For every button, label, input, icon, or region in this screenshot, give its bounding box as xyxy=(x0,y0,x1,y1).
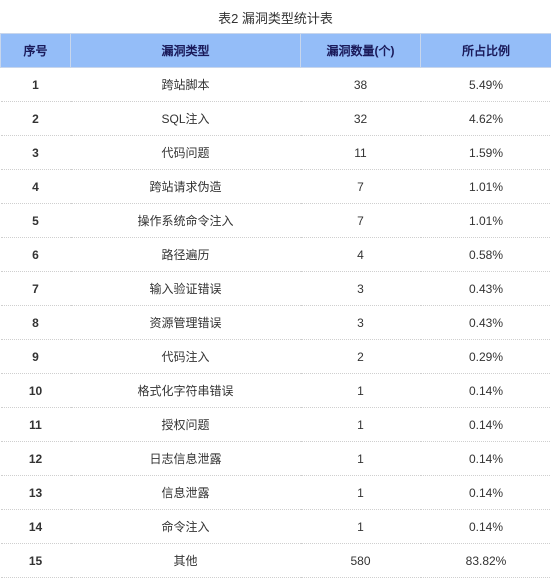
cell-ratio: 0.14% xyxy=(421,408,551,442)
cell-count: 1 xyxy=(301,408,421,442)
cell-ratio: 4.62% xyxy=(421,102,551,136)
table-row: 3代码问题111.59% xyxy=(1,136,551,170)
table-header-row: 序号 漏洞类型 漏洞数量(个) 所占比例 xyxy=(1,34,551,68)
table-row: 7输入验证错误30.43% xyxy=(1,272,551,306)
cell-type: 操作系统命令注入 xyxy=(71,204,301,238)
cell-ratio: 0.14% xyxy=(421,476,551,510)
table-row: 12日志信息泄露10.14% xyxy=(1,442,551,476)
cell-ratio: 1.01% xyxy=(421,204,551,238)
cell-type: 跨站请求伪造 xyxy=(71,170,301,204)
col-header-count: 漏洞数量(个) xyxy=(301,34,421,68)
cell-count: 1 xyxy=(301,476,421,510)
vuln-stats-table: 序号 漏洞类型 漏洞数量(个) 所占比例 1跨站脚本385.49%2SQL注入3… xyxy=(0,33,551,578)
table-row: 10格式化字符串错误10.14% xyxy=(1,374,551,408)
table-row: 15其他58083.82% xyxy=(1,544,551,578)
table-body: 1跨站脚本385.49%2SQL注入324.62%3代码问题111.59%4跨站… xyxy=(1,68,551,578)
cell-ratio: 1.01% xyxy=(421,170,551,204)
cell-type: 命令注入 xyxy=(71,510,301,544)
cell-index: 14 xyxy=(1,510,71,544)
cell-index: 15 xyxy=(1,544,71,578)
table-row: 11授权问题10.14% xyxy=(1,408,551,442)
table-row: 13信息泄露10.14% xyxy=(1,476,551,510)
col-header-type: 漏洞类型 xyxy=(71,34,301,68)
table-row: 1跨站脚本385.49% xyxy=(1,68,551,102)
cell-ratio: 0.14% xyxy=(421,510,551,544)
cell-type: 资源管理错误 xyxy=(71,306,301,340)
cell-count: 2 xyxy=(301,340,421,374)
cell-index: 9 xyxy=(1,340,71,374)
cell-type: 代码问题 xyxy=(71,136,301,170)
cell-count: 3 xyxy=(301,306,421,340)
table-row: 2SQL注入324.62% xyxy=(1,102,551,136)
cell-index: 12 xyxy=(1,442,71,476)
cell-index: 1 xyxy=(1,68,71,102)
cell-count: 580 xyxy=(301,544,421,578)
cell-count: 1 xyxy=(301,442,421,476)
cell-index: 3 xyxy=(1,136,71,170)
cell-count: 7 xyxy=(301,204,421,238)
table-row: 5操作系统命令注入71.01% xyxy=(1,204,551,238)
table-row: 4跨站请求伪造71.01% xyxy=(1,170,551,204)
cell-index: 8 xyxy=(1,306,71,340)
table-caption: 表2 漏洞类型统计表 xyxy=(0,0,551,33)
cell-type: 代码注入 xyxy=(71,340,301,374)
cell-type: 路径遍历 xyxy=(71,238,301,272)
table-row: 8资源管理错误30.43% xyxy=(1,306,551,340)
cell-ratio: 1.59% xyxy=(421,136,551,170)
cell-ratio: 0.43% xyxy=(421,306,551,340)
cell-ratio: 0.14% xyxy=(421,374,551,408)
cell-ratio: 5.49% xyxy=(421,68,551,102)
cell-ratio: 0.29% xyxy=(421,340,551,374)
cell-ratio: 83.82% xyxy=(421,544,551,578)
cell-type: 其他 xyxy=(71,544,301,578)
cell-ratio: 0.43% xyxy=(421,272,551,306)
cell-index: 13 xyxy=(1,476,71,510)
cell-ratio: 0.14% xyxy=(421,442,551,476)
cell-count: 1 xyxy=(301,510,421,544)
cell-index: 6 xyxy=(1,238,71,272)
cell-index: 5 xyxy=(1,204,71,238)
cell-type: SQL注入 xyxy=(71,102,301,136)
cell-count: 4 xyxy=(301,238,421,272)
cell-type: 跨站脚本 xyxy=(71,68,301,102)
cell-count: 32 xyxy=(301,102,421,136)
cell-type: 日志信息泄露 xyxy=(71,442,301,476)
cell-count: 1 xyxy=(301,374,421,408)
cell-ratio: 0.58% xyxy=(421,238,551,272)
table-row: 14命令注入10.14% xyxy=(1,510,551,544)
cell-type: 授权问题 xyxy=(71,408,301,442)
cell-index: 2 xyxy=(1,102,71,136)
cell-index: 10 xyxy=(1,374,71,408)
cell-count: 7 xyxy=(301,170,421,204)
cell-index: 4 xyxy=(1,170,71,204)
cell-type: 信息泄露 xyxy=(71,476,301,510)
col-header-ratio: 所占比例 xyxy=(421,34,551,68)
table-row: 9代码注入20.29% xyxy=(1,340,551,374)
cell-index: 11 xyxy=(1,408,71,442)
col-header-index: 序号 xyxy=(1,34,71,68)
table-row: 6路径遍历40.58% xyxy=(1,238,551,272)
cell-index: 7 xyxy=(1,272,71,306)
cell-count: 3 xyxy=(301,272,421,306)
cell-type: 输入验证错误 xyxy=(71,272,301,306)
cell-count: 11 xyxy=(301,136,421,170)
cell-type: 格式化字符串错误 xyxy=(71,374,301,408)
cell-count: 38 xyxy=(301,68,421,102)
